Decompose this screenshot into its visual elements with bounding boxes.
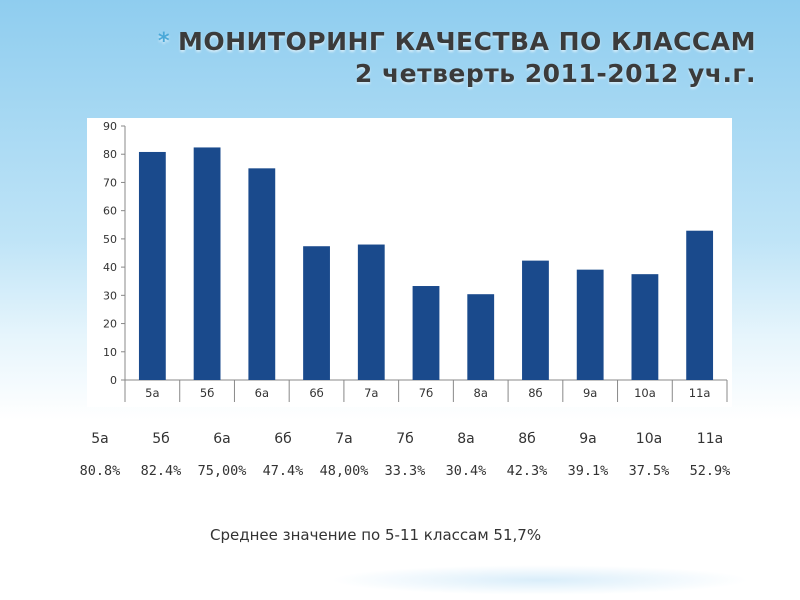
bar: [193, 147, 221, 380]
class-value: 47.4%: [262, 463, 304, 479]
bar: [686, 230, 714, 380]
y-tick-label: 10: [103, 346, 117, 359]
class-label: 5б: [152, 431, 170, 447]
x-tick-label: 10а: [634, 386, 656, 400]
bar: [576, 269, 604, 380]
bar: [138, 151, 166, 380]
title-text-1: МОНИТОРИНГ КАЧЕСТВА ПО КЛАССАМ: [177, 27, 756, 56]
class-label: 5а: [91, 431, 109, 447]
bar: [631, 274, 659, 380]
bullet-icon: *: [157, 29, 170, 54]
chart-svg: 0 10 20 30 40 50 60 70 80 90 5а 5б 6а 6б 7а 7б 8а 8б 9а 10а…: [103, 120, 728, 402]
decorative-glow: [330, 565, 750, 595]
class-label: 7а: [335, 431, 353, 447]
bar-chart: 0 10 20 30 40 50 60 70 80 90 5а 5б 6а 6б 7а 7б 8а 8б 9а 10а…: [87, 118, 732, 407]
bar: [412, 286, 440, 380]
class-value: 30.4%: [445, 463, 487, 479]
class-value: 82.4%: [140, 463, 182, 479]
slide-title: * МОНИТОРИНГ КАЧЕСТВА ПО КЛАССАМ 2 четвер…: [158, 26, 756, 90]
title-line-1: * МОНИТОРИНГ КАЧЕСТВА ПО КЛАССАМ: [158, 26, 756, 58]
y-tick-label: 60: [103, 205, 117, 218]
class-label: 6б: [274, 431, 292, 447]
class-value: 33.3%: [384, 463, 426, 479]
class-labels-row: 5а 5б 6а 6б 7а 7б 8а 8б 9а 10а 11а: [70, 431, 740, 447]
bar: [357, 244, 385, 380]
y-tick-label: 90: [103, 120, 117, 133]
average-text: Среднее значение по 5-11 классам 51,7%: [210, 526, 542, 544]
x-tick-label: 8а: [474, 386, 488, 400]
x-tick-label: 9а: [583, 386, 597, 400]
bar: [467, 294, 495, 380]
y-tick-label: 80: [103, 148, 117, 161]
bar: [303, 246, 330, 380]
class-label: 9а: [579, 431, 597, 447]
class-label: 10а: [635, 431, 663, 447]
class-value: 75,00%: [197, 463, 247, 479]
x-tick-label: 5а: [145, 386, 159, 400]
class-label: 8а: [457, 431, 475, 447]
class-value: 52.9%: [689, 463, 731, 479]
y-tick-label: 20: [103, 318, 117, 331]
y-tick-label: 30: [103, 289, 117, 302]
class-value: 48,00%: [319, 463, 369, 479]
x-tick-label: 8б: [528, 386, 542, 400]
y-tick-label: 50: [103, 233, 117, 246]
class-value: 37.5%: [628, 463, 670, 479]
class-label: 7б: [396, 431, 414, 447]
title-line-2: 2 четверть 2011-2012 уч.г.: [354, 59, 756, 88]
x-tick-label: 11а: [689, 386, 711, 400]
x-tick-label: 6а: [255, 386, 269, 400]
x-tick-label: 7а: [364, 386, 378, 400]
y-tick-label: 70: [103, 176, 117, 189]
bar: [248, 168, 276, 380]
x-tick-label: 6б: [309, 386, 323, 400]
y-tick-label: 40: [103, 261, 117, 274]
class-value: 80.8%: [79, 463, 121, 479]
class-value: 39.1%: [567, 463, 609, 479]
x-tick-label: 5б: [200, 386, 214, 400]
class-label: 8б: [518, 431, 536, 447]
class-label: 11а: [696, 431, 724, 447]
bar: [522, 260, 549, 380]
y-tick-label: 0: [110, 374, 117, 387]
class-label: 6а: [213, 431, 231, 447]
x-tick-label: 7б: [419, 386, 433, 400]
class-value: 42.3%: [506, 463, 548, 479]
class-values-row: 80.8% 82.4% 75,00% 47.4% 48,00% 33.3% 30.4% 42.…: [70, 463, 740, 479]
